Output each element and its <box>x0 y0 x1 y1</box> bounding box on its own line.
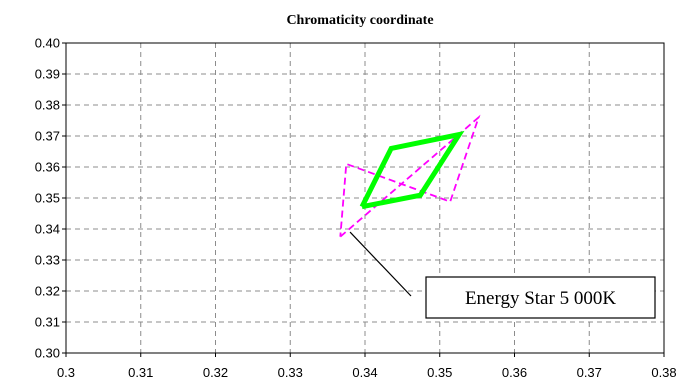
x-tick-label: 0.34 <box>352 365 377 380</box>
x-tick-label: 0.35 <box>427 365 452 380</box>
x-tick-label: 0.37 <box>577 365 602 380</box>
y-tick-label: 0.31 <box>35 315 60 330</box>
x-tick-label: 0.33 <box>278 365 303 380</box>
y-tick-label: 0.36 <box>35 160 60 175</box>
solid-quadrangle <box>359 130 465 210</box>
x-tick-label: 0.38 <box>651 365 676 380</box>
chart-title: Chromaticity coordinate <box>286 13 433 28</box>
x-tick-label: 0.32 <box>203 365 228 380</box>
x-tick-label: 0.31 <box>128 365 153 380</box>
y-tick-label: 0.32 <box>35 284 60 299</box>
annotation-leader-line <box>349 231 412 297</box>
series-lines <box>339 114 481 238</box>
annotation-box <box>425 276 656 319</box>
x-tick-label: 0.3 <box>57 365 75 380</box>
y-tick-label: 0.33 <box>35 253 60 268</box>
y-tick-label: 0.37 <box>35 129 60 144</box>
y-tick-label: 0.30 <box>35 346 60 361</box>
x-tick-label: 0.36 <box>502 365 527 380</box>
y-tick-label: 0.38 <box>35 98 60 113</box>
annotation-label: Energy Star 5 000K <box>465 288 616 309</box>
y-tick-label: 0.34 <box>35 222 60 237</box>
axis-ticks: 0.30 0.31 0.32 0.33 0.34 0.35 0.36 0.37 0.38 0.39… <box>35 36 677 381</box>
y-tick-label: 0.40 <box>35 36 60 51</box>
dashed-tolerance-quadrangle <box>339 114 481 238</box>
y-tick-label: 0.35 <box>35 191 60 206</box>
y-tick-label: 0.39 <box>35 67 60 82</box>
annotations: Energy Star 5 000K <box>349 231 656 319</box>
